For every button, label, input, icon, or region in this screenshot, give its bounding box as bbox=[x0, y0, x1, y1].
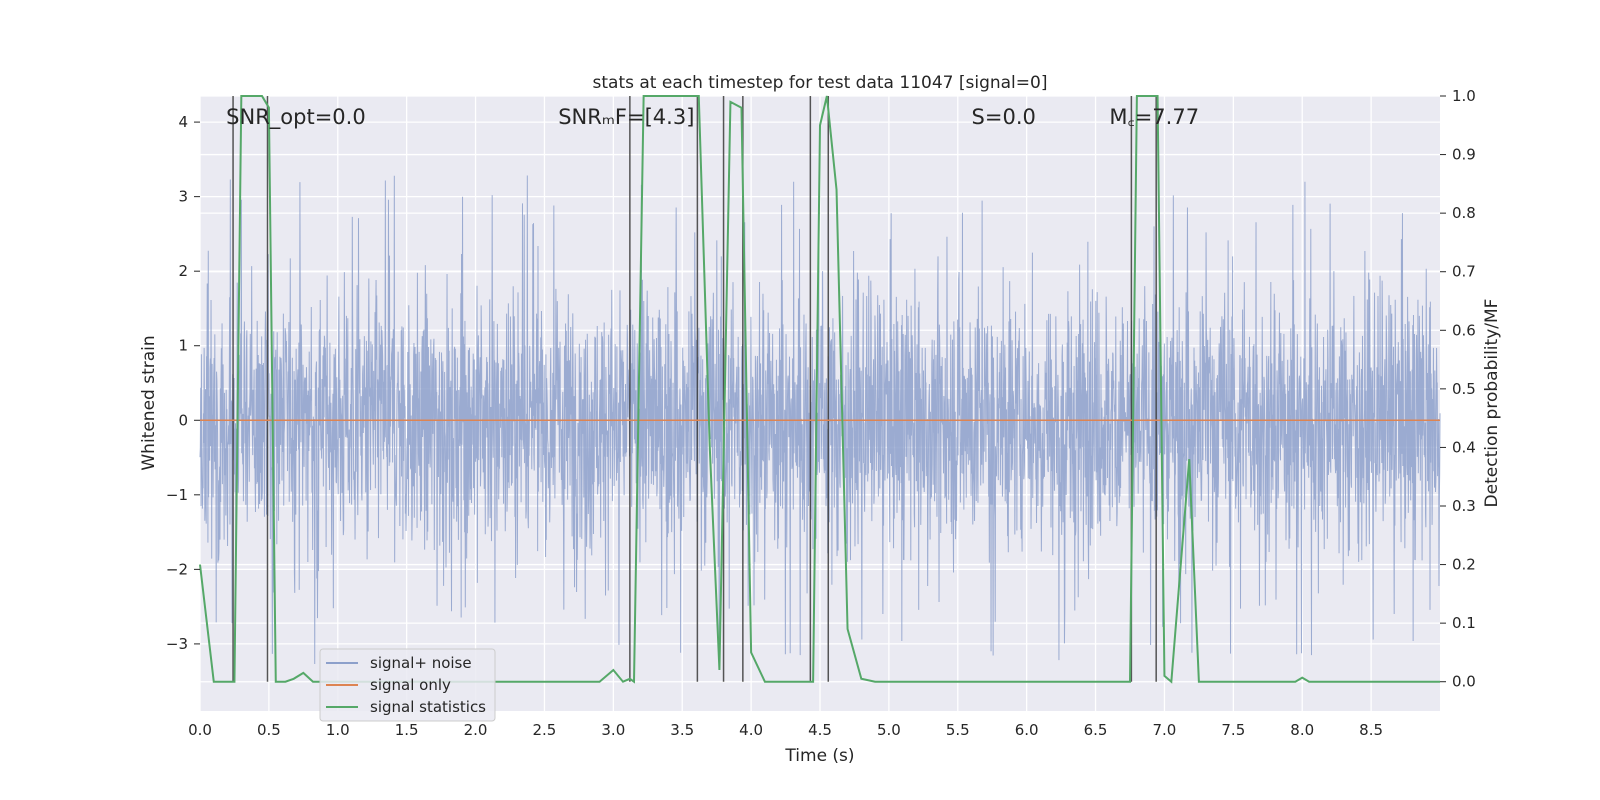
annotations: SNR_opt=0.0 SNRₘF=[4.3] S=0.0 M꜀=7.77 bbox=[226, 105, 1199, 130]
x-tick-label: 7.0 bbox=[1153, 721, 1177, 739]
chart-title: stats at each timestep for test data 110… bbox=[593, 73, 1048, 93]
x-tick-label: 8.5 bbox=[1359, 721, 1383, 739]
annotation-label: SNRₘF=[4.3] bbox=[558, 105, 694, 129]
x-tick-label: 4.0 bbox=[739, 721, 763, 739]
x-tick-label: 7.5 bbox=[1221, 721, 1245, 739]
y-left-tick-label: 1 bbox=[178, 337, 188, 355]
annotation-label: S=0.0 bbox=[972, 105, 1036, 129]
x-tick-label: 0.5 bbox=[257, 721, 281, 739]
legend: signal+ noise signal only signal statist… bbox=[319, 648, 496, 722]
series-signal-statistics bbox=[199, 95, 1440, 684]
legend-label-signal-only: signal only bbox=[370, 676, 451, 694]
series-signal-noise bbox=[199, 175, 1441, 665]
y-right-tick-label: 0.4 bbox=[1452, 438, 1476, 456]
y-left-tick-label: −1 bbox=[166, 486, 188, 504]
x-tick-label: 6.0 bbox=[1015, 721, 1039, 739]
y-axis-left-label: Whitened strain bbox=[139, 335, 159, 470]
y-right-tick-label: 0.3 bbox=[1452, 497, 1476, 515]
x-tick-label: 6.5 bbox=[1084, 721, 1108, 739]
y-right-tick-label: 0.6 bbox=[1452, 321, 1476, 339]
x-axis-ticks: 0.0 0.5 1.0 1.5 2.0 2.5 3.0 3.5 4.0 4.5 5.0 5.5 6.0 6… bbox=[188, 721, 1383, 739]
y-right-tick-label: 0.0 bbox=[1452, 673, 1476, 691]
x-tick-label: 5.5 bbox=[946, 721, 970, 739]
y-right-tick-label: 0.8 bbox=[1452, 204, 1476, 222]
legend-box bbox=[319, 648, 496, 722]
x-tick-label: 0.0 bbox=[188, 721, 212, 739]
y-right-tick-label: 0.1 bbox=[1452, 614, 1476, 632]
x-tick-label: 3.5 bbox=[670, 721, 694, 739]
y-right-tick-label: 0.9 bbox=[1452, 146, 1476, 164]
y-left-tick-label: 4 bbox=[178, 113, 188, 131]
y-left-tick-label: −3 bbox=[166, 635, 188, 653]
x-tick-label: 1.0 bbox=[326, 721, 350, 739]
y-axis-right-label: Detection probability/MF bbox=[1482, 299, 1502, 508]
x-tick-label: 1.5 bbox=[395, 721, 419, 739]
y-left-tick-label: −2 bbox=[166, 560, 188, 578]
vertical-markers bbox=[232, 96, 1157, 682]
x-tick-label: 3.0 bbox=[601, 721, 625, 739]
y-left-tick-label: 3 bbox=[178, 188, 188, 206]
signal-noise-line bbox=[199, 175, 1441, 665]
x-tick-label: 5.0 bbox=[877, 721, 901, 739]
y-right-tick-label: 0.7 bbox=[1452, 263, 1476, 281]
x-axis-label: Time (s) bbox=[784, 746, 854, 766]
legend-label-signal-statistics: signal statistics bbox=[370, 698, 486, 716]
y-right-tick-label: 0.5 bbox=[1452, 380, 1476, 398]
annotation-label: M꜀=7.77 bbox=[1109, 105, 1199, 129]
y-left-tick-label: 2 bbox=[178, 262, 188, 280]
y-right-tick-label: 1.0 bbox=[1452, 87, 1476, 105]
legend-label-signal-noise: signal+ noise bbox=[370, 654, 472, 672]
signal-statistics-line bbox=[199, 95, 1440, 684]
y-axis-right-ticks: 0.0 0.1 0.2 0.3 0.4 0.5 0.6 0.7 0.8 0.9 1.0 bbox=[1440, 87, 1476, 691]
x-tick-label: 8.0 bbox=[1290, 721, 1314, 739]
x-tick-label: 2.5 bbox=[533, 721, 557, 739]
x-tick-label: 4.5 bbox=[808, 721, 832, 739]
annotation-label: SNR_opt=0.0 bbox=[226, 105, 366, 130]
y-right-tick-label: 0.2 bbox=[1452, 556, 1476, 574]
x-tick-label: 2.0 bbox=[464, 721, 488, 739]
y-axis-left-ticks: −3 −2 −1 0 1 2 3 4 bbox=[166, 113, 200, 653]
y-left-tick-label: 0 bbox=[178, 411, 188, 429]
